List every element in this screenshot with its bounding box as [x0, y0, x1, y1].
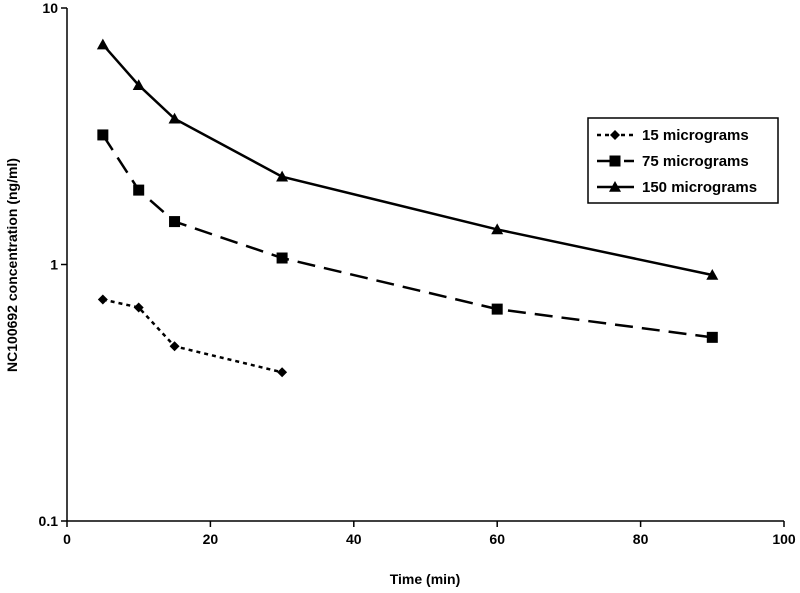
series-75-micrograms — [97, 129, 718, 343]
data-point — [96, 38, 109, 50]
x-tick-label: 60 — [489, 531, 505, 547]
data-point — [133, 184, 145, 196]
data-point — [168, 112, 181, 124]
data-point — [132, 79, 145, 91]
legend-item-15-micrograms: 15 micrograms — [597, 127, 749, 144]
data-point — [276, 170, 289, 182]
data-point — [169, 341, 180, 352]
series-layer — [96, 38, 719, 378]
series-line — [101, 134, 713, 339]
legend-label: 150 micrograms — [642, 179, 757, 196]
data-point — [97, 294, 108, 305]
data-point — [277, 367, 288, 378]
data-point — [169, 216, 181, 228]
x-tick-label: 40 — [346, 531, 362, 547]
legend: 15 micrograms 75 micrograms 150 micrograms — [587, 117, 779, 204]
legend-items: 15 micrograms 75 micrograms 150 micrograms — [597, 127, 757, 196]
x-tick-label: 80 — [633, 531, 649, 547]
legend-item-75-micrograms: 75 micrograms — [597, 153, 749, 170]
legend-item-150-micrograms: 150 micrograms — [597, 179, 757, 196]
series-line — [101, 43, 713, 277]
data-point — [276, 252, 288, 264]
y-axis-title: NC100692 concentration (ng/ml) — [4, 158, 20, 372]
data-point — [491, 303, 503, 315]
series-15-micrograms — [97, 294, 288, 378]
y-tick-label: 0.1 — [39, 513, 59, 529]
axes — [66, 8, 784, 522]
series-line — [102, 298, 283, 374]
legend-marker — [610, 130, 620, 140]
series-150-micrograms — [96, 38, 719, 280]
legend-label: 15 micrograms — [642, 127, 749, 144]
data-point — [706, 331, 718, 343]
x-tick-label: 100 — [772, 531, 796, 547]
x-tick-label: 0 — [63, 531, 71, 547]
data-point — [706, 269, 719, 280]
ticks: 0 20 40 60 80 100 0.1 1 10 — [39, 0, 796, 547]
x-axis-title: Time (min) — [390, 571, 461, 587]
y-tick-label: 10 — [42, 0, 58, 16]
data-point — [133, 302, 144, 313]
legend-marker — [609, 181, 621, 192]
legend-label: 75 micrograms — [642, 153, 749, 170]
data-point — [97, 129, 109, 141]
x-tick-label: 20 — [203, 531, 219, 547]
y-tick-label: 1 — [50, 257, 58, 273]
legend-marker — [609, 155, 621, 167]
data-point — [491, 223, 504, 235]
